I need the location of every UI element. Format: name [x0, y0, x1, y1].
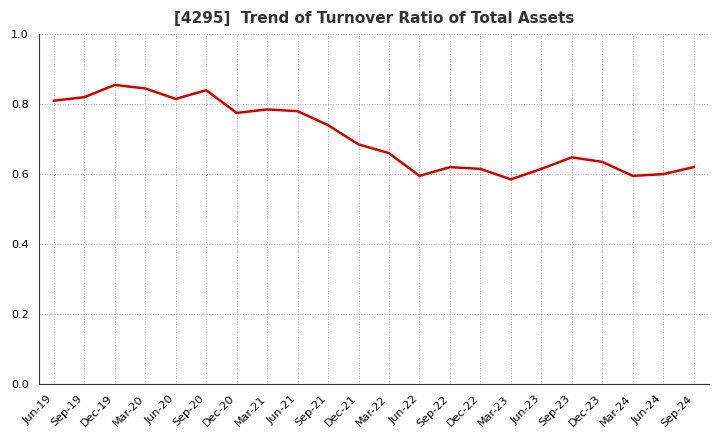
Title: [4295]  Trend of Turnover Ratio of Total Assets: [4295] Trend of Turnover Ratio of Total …	[174, 11, 574, 26]
